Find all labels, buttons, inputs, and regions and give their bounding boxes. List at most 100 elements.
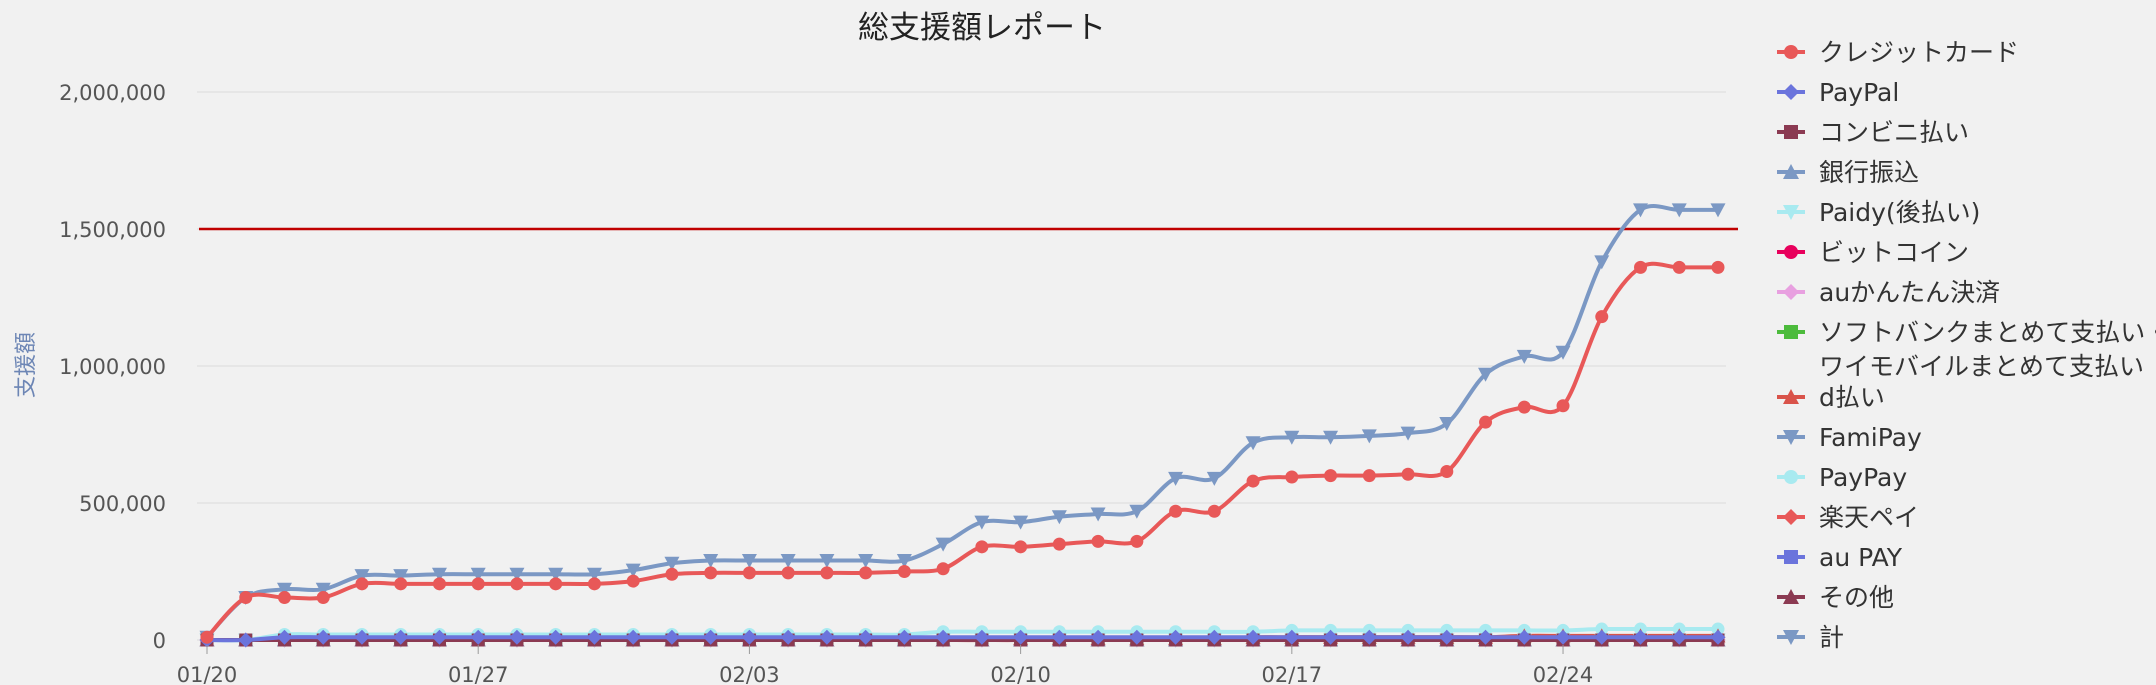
data-point xyxy=(664,629,680,645)
legend-item[interactable]: 計 xyxy=(1777,623,1844,652)
data-point xyxy=(742,566,756,580)
legend-item[interactable]: auかんたん決済 xyxy=(1777,278,2000,307)
data-point xyxy=(741,554,757,569)
legend-item[interactable]: FamiPay xyxy=(1777,423,1922,452)
data-point xyxy=(858,629,874,645)
data-point xyxy=(355,577,369,591)
legend-marker xyxy=(1784,245,1798,259)
data-point xyxy=(1555,345,1571,360)
data-point xyxy=(1671,203,1687,218)
data-point xyxy=(1206,471,1222,486)
data-point xyxy=(1324,469,1338,483)
data-point xyxy=(431,629,447,645)
legend-label: ビットコイン xyxy=(1819,238,1969,267)
legend-item[interactable]: その他 xyxy=(1777,583,1894,612)
data-point xyxy=(1129,504,1145,519)
data-point xyxy=(859,566,873,580)
data-point xyxy=(704,566,718,580)
legend-item[interactable]: ソフトバンクまとめて支払い・ワイモバイルまとめて支払い xyxy=(1777,318,2156,381)
data-point xyxy=(276,582,292,597)
data-point xyxy=(1014,540,1028,554)
legend-item[interactable]: PayPay xyxy=(1777,463,1907,492)
data-point xyxy=(549,577,563,591)
legend-marker xyxy=(1783,164,1799,179)
legend-item[interactable]: 楽天ペイ xyxy=(1777,503,1919,532)
legend-marker xyxy=(1783,509,1799,525)
data-point xyxy=(1246,474,1260,488)
data-point xyxy=(625,563,641,578)
data-point xyxy=(974,629,990,645)
series-0 xyxy=(200,260,1725,644)
data-point xyxy=(587,577,601,591)
legend-marker xyxy=(1783,284,1799,300)
data-point xyxy=(936,562,950,576)
legend-item[interactable]: PayPal xyxy=(1777,78,1899,107)
legend-label: 楽天ペイ xyxy=(1819,503,1919,532)
legend-item[interactable]: au PAY xyxy=(1777,543,1903,572)
data-point xyxy=(1051,629,1067,645)
y-tick-label: 500,000 xyxy=(79,492,166,516)
data-point xyxy=(1710,629,1726,645)
data-point xyxy=(548,629,564,645)
data-point xyxy=(1090,629,1106,645)
legend-item[interactable]: コンビニ払い xyxy=(1777,118,1969,147)
data-point xyxy=(1401,467,1415,481)
data-point xyxy=(1439,417,1455,432)
data-point xyxy=(741,629,757,645)
data-point xyxy=(1556,399,1570,413)
data-point xyxy=(431,567,447,582)
legend-marker xyxy=(1784,550,1798,564)
data-point xyxy=(1284,430,1300,445)
data-point xyxy=(819,554,835,569)
data-point xyxy=(510,577,524,591)
data-point xyxy=(239,591,253,605)
legend-marker xyxy=(1784,125,1798,139)
data-point xyxy=(1634,260,1648,274)
series-14 xyxy=(199,203,1726,645)
data-point xyxy=(1052,537,1066,551)
data-point xyxy=(703,629,719,645)
data-point xyxy=(1090,507,1106,522)
legend-marker xyxy=(1783,84,1799,100)
legend-label: Paidy(後払い) xyxy=(1819,198,1980,227)
data-point xyxy=(315,582,331,597)
data-point xyxy=(1051,510,1067,525)
legend-item[interactable]: d払い xyxy=(1777,383,1885,412)
series-line xyxy=(205,204,1718,639)
data-point xyxy=(548,567,564,582)
legend-label: クレジットカード xyxy=(1819,38,2019,67)
data-point xyxy=(470,567,486,582)
data-point xyxy=(1168,471,1184,486)
y-tick-label: 1,000,000 xyxy=(59,355,166,379)
data-point xyxy=(1671,629,1687,645)
data-point xyxy=(1516,629,1532,645)
data-point xyxy=(665,567,679,581)
legend-marker xyxy=(1783,205,1799,220)
y-tick-label: 1,500,000 xyxy=(59,218,166,242)
data-point xyxy=(1595,310,1609,324)
legend-marker xyxy=(1783,630,1799,645)
legend-label: 銀行振込 xyxy=(1819,158,1919,187)
data-point xyxy=(1594,255,1610,270)
legend-item[interactable]: 銀行振込 xyxy=(1777,158,1919,187)
legend-marker xyxy=(1784,470,1798,484)
legend-item[interactable]: クレジットカード xyxy=(1777,38,2019,67)
data-point xyxy=(1633,203,1649,218)
y-axis-label: 支援額 xyxy=(14,332,39,398)
data-point xyxy=(238,632,254,648)
legend-item[interactable]: ビットコイン xyxy=(1777,238,1969,267)
series-10 xyxy=(200,622,1725,647)
data-point xyxy=(1168,629,1184,645)
data-point xyxy=(276,629,292,645)
legend-marker xyxy=(1783,589,1799,604)
data-point xyxy=(819,629,835,645)
data-point xyxy=(858,554,874,569)
data-point xyxy=(1013,629,1029,645)
data-point xyxy=(1400,426,1416,441)
x-axis-ticks: 01/20 01/27 02/03 02/10 02/17 02/24 xyxy=(177,645,1593,685)
data-point xyxy=(664,556,680,571)
data-point xyxy=(1710,203,1726,218)
legend-item[interactable]: Paidy(後払い) xyxy=(1777,198,1980,227)
